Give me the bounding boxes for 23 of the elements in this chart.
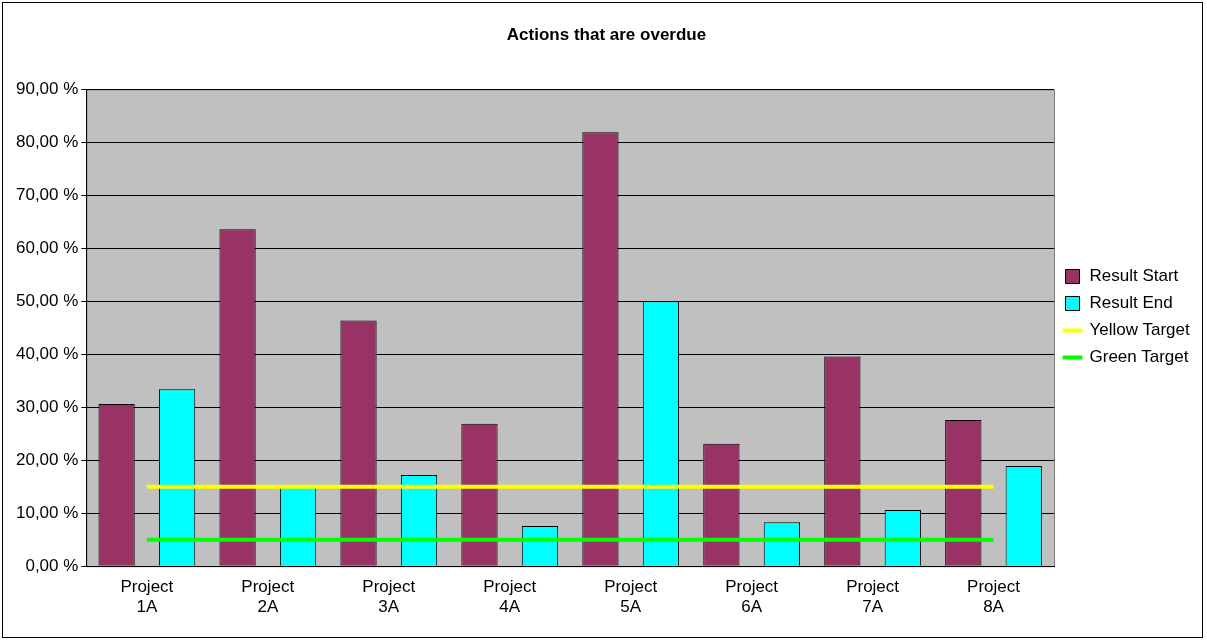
y-tick-label: 0,00 % [25,555,79,575]
y-tick-label: 90,00 % [15,79,79,99]
x-tick-label: Project 8A [967,577,1021,617]
y-tick-label: 60,00 % [15,238,79,258]
y-tick-label: 30,00 % [15,396,79,416]
x-tick-label: Project 2A [241,577,295,617]
x-tick-label: Project 7A [846,577,900,617]
legend-label: Yellow Target [1089,320,1190,340]
x-tick-label: Project 5A [604,577,658,617]
chart-title: Actions that are overdue [506,24,707,44]
y-tick-label: 20,00 % [15,449,79,469]
y-tick-label: 70,00 % [15,185,79,205]
y-tick-label: 80,00 % [15,132,79,152]
x-tick-label: Project 3A [362,577,416,617]
x-tick-label: Project 6A [725,577,779,617]
x-tick-label: Project 4A [483,577,537,617]
y-tick-label: 50,00 % [15,291,79,310]
x-tick-label: Project 1A [120,577,174,617]
y-tick-label: 40,00 % [15,343,79,363]
legend-label: Result Start [1089,266,1179,286]
y-tick-label: 10,00 % [15,502,79,522]
legend-label: Green Target [1089,347,1189,367]
legend-label: Result End [1089,293,1173,313]
